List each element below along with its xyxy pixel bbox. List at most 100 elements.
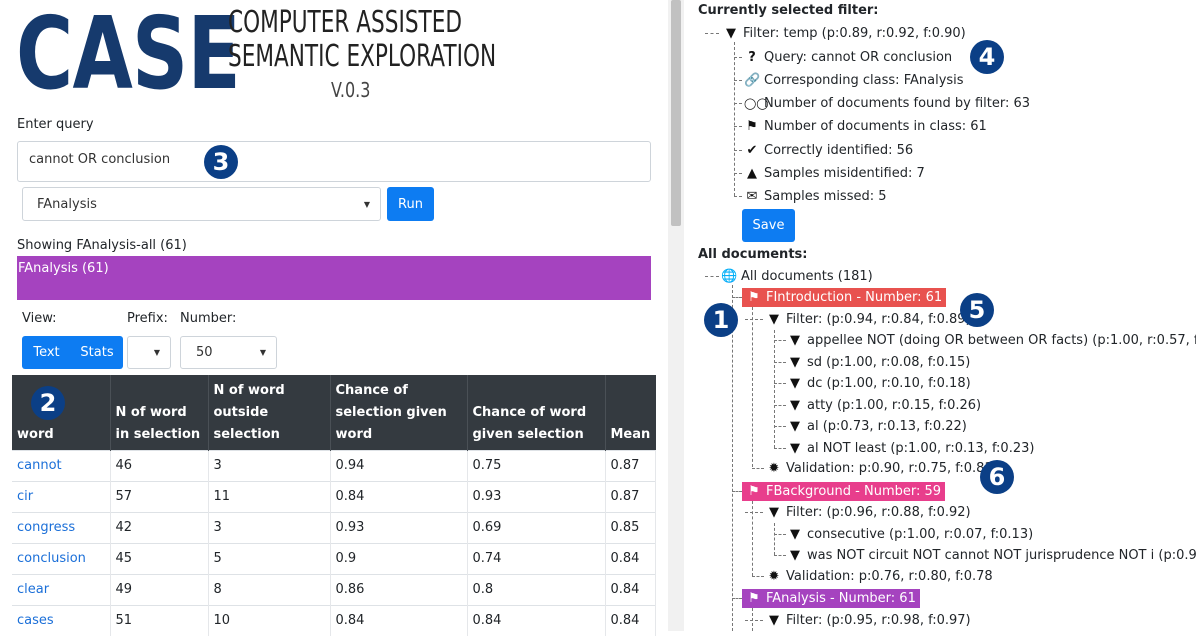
cell-chance-selection: 0.94 [330, 449, 468, 481]
version-label: V.0.3 [331, 78, 371, 102]
marker-4: 4 [970, 40, 1004, 74]
class-tag-label: FAnalysis - Number: 61 [766, 590, 916, 606]
selected-filter-label: Filter: temp (p:0.89, r:0.92, f:0.90) [743, 25, 966, 41]
subfilter-node[interactable]: ▼ appellee NOT (doing OR between OR fact… [787, 330, 1196, 350]
filter-icon: ▼ [769, 612, 779, 628]
cell-chance-word: 0.84 [467, 604, 606, 636]
cell-n-out: 8 [208, 573, 331, 605]
number-select[interactable]: 50 ▼ [180, 336, 277, 369]
subfilter-label: was NOT circuit NOT cannot NOT jurisprud… [807, 547, 1196, 563]
check-circle-icon: ✔ [746, 142, 758, 158]
globe-icon: 🌐 [721, 268, 738, 284]
class-tag-fanalysis[interactable]: ⚑ FAnalysis - Number: 61 [742, 588, 920, 608]
cell-n-out: 3 [208, 449, 331, 481]
marker-5: 5 [960, 293, 994, 327]
table-row: conclusion 45 5 0.9 0.74 0.84 [12, 542, 656, 574]
flag-icon: ⚑ [746, 118, 758, 134]
word-link[interactable]: clear [17, 582, 50, 597]
cell-mean: 0.84 [605, 604, 656, 636]
word-link[interactable]: cases [17, 613, 54, 629]
tree-item: ◯◯ Number of documents found by filter: … [744, 93, 1030, 113]
class-node-fintroduction[interactable]: ⚑ FIntroduction - Number: 61 [742, 287, 947, 307]
class-filter-node[interactable]: ▼ Filter: (p:0.94, r:0.84, f:0.89) [766, 309, 971, 329]
number-select-value: 50 [196, 345, 213, 360]
marker-1: 1 [704, 303, 738, 337]
text-view-button[interactable]: Text [22, 336, 71, 369]
word-stats-table: word N of word in selection N of word ou… [12, 375, 656, 636]
save-button[interactable]: Save [742, 209, 795, 242]
missed-info: Samples missed: 5 [764, 188, 887, 204]
prefix-select[interactable]: ▼ [127, 336, 171, 369]
column-header-chance-word[interactable]: Chance of word given selection [467, 375, 606, 450]
class-filter-label: Filter: (p:0.95, r:0.98, f:0.97) [786, 612, 971, 628]
table-row: cir 57 11 0.84 0.93 0.87 [12, 480, 656, 512]
stats-view-button[interactable]: Stats [71, 336, 123, 369]
subfilter-node[interactable]: ▼ atty (p:1.00, r:0.15, f:0.26) [787, 395, 981, 415]
cell-n-out: 5 [208, 542, 331, 574]
misidentified-info: Samples misidentified: 7 [764, 165, 925, 181]
column-header-n-out[interactable]: N of word outside selection [208, 375, 331, 450]
subfilter-label: appellee NOT (doing OR between OR facts)… [807, 332, 1196, 348]
subfilter-node[interactable]: ▼ dc (p:1.00, r:0.10, f:0.18) [787, 373, 971, 393]
filter-icon: ▼ [790, 375, 800, 391]
all-documents-node[interactable]: 🌐 All documents (181) [721, 266, 873, 286]
cell-chance-selection: 0.86 [330, 573, 468, 605]
caret-down-icon: ▼ [259, 348, 266, 357]
column-header-n-in[interactable]: N of word in selection [110, 375, 209, 450]
class-node-fbackground[interactable]: ⚑ FBackground - Number: 59 [742, 481, 946, 501]
found-info: Number of documents found by filter: 63 [764, 95, 1031, 111]
selected-filter-node[interactable]: ▼ Filter: temp (p:0.89, r:0.92, f:0.90) [723, 23, 966, 43]
word-link[interactable]: cannot [17, 458, 62, 473]
word-link[interactable]: conclusion [17, 551, 86, 566]
cell-chance-word: 0.75 [467, 449, 606, 481]
class-tag-fbackground[interactable]: ⚑ FBackground - Number: 59 [742, 481, 946, 501]
view-label: View: [22, 311, 57, 326]
filter-icon: ▼ [769, 504, 779, 520]
word-link[interactable]: congress [17, 520, 76, 535]
query-input[interactable]: cannot OR conclusion [17, 141, 651, 182]
subfilter-node[interactable]: ▼ al (p:0.73, r:0.13, f:0.22) [787, 416, 967, 436]
warning-icon: ▲ [747, 165, 757, 181]
class-filter-node[interactable]: ▼ Filter: (p:0.96, r:0.88, f:0.92) [766, 502, 971, 522]
filter-icon: ▼ [790, 397, 800, 413]
badge-icon: ✹ [768, 568, 780, 584]
subfilter-node[interactable]: ▼ was NOT circuit NOT cannot NOT jurispr… [787, 545, 1196, 565]
subfilter-node[interactable]: ▼ al NOT least (p:1.00, r:0.13, f:0.23) [787, 438, 1034, 458]
run-button[interactable]: Run [387, 187, 434, 221]
validation-node[interactable]: ✹ Validation: p:0.90, r:0.75, f:0.81 [766, 458, 993, 478]
caret-down-icon: ▼ [363, 199, 370, 209]
class-banner[interactable]: FAnalysis (61) [17, 256, 651, 300]
link-icon: 🔗 [744, 72, 761, 88]
subfilter-node[interactable]: ▼ consecutive (p:1.00, r:0.07, f:0.13) [787, 524, 1033, 544]
column-header-mean[interactable]: Mean [605, 375, 656, 450]
subfilter-node[interactable]: ▼ sd (p:1.00, r:0.08, f:0.15) [787, 352, 970, 372]
class-filter-label: Filter: (p:0.94, r:0.84, f:0.89) [786, 311, 971, 327]
validation-node[interactable]: ✹ Validation: p:0.76, r:0.80, f:0.78 [766, 566, 993, 586]
column-header-word[interactable]: word [12, 375, 111, 450]
showing-label: Showing FAnalysis-all (61) [17, 238, 187, 253]
cell-n-in: 45 [110, 542, 209, 574]
cell-n-in: 49 [110, 573, 209, 605]
subfilter-label: sd (p:1.00, r:0.08, f:0.15) [807, 354, 971, 370]
correct-info: Correctly identified: 56 [764, 142, 914, 158]
cell-n-in: 42 [110, 511, 209, 543]
scrollbar-thumb[interactable] [671, 0, 681, 226]
class-filter-node[interactable]: ▼ Filter: (p:0.95, r:0.98, f:0.97) [766, 610, 971, 630]
validation-label: Validation: p:0.76, r:0.80, f:0.78 [786, 568, 993, 584]
word-link[interactable]: cir [17, 489, 34, 504]
column-header-chance-selection[interactable]: Chance of selection given word [330, 375, 468, 450]
cell-mean: 0.87 [605, 480, 656, 512]
class-count-info: Number of documents in class: 61 [764, 118, 987, 134]
selected-filter-title: Currently selected filter: [698, 3, 879, 18]
filter-icon: ▼ [790, 332, 800, 348]
table-row: clear 49 8 0.86 0.8 0.84 [12, 573, 656, 605]
badge-icon: ✹ [768, 460, 780, 476]
cell-n-in: 57 [110, 480, 209, 512]
class-tag-fintroduction[interactable]: ⚑ FIntroduction - Number: 61 [742, 287, 947, 307]
class-select[interactable]: FAnalysis ▼ [22, 187, 381, 221]
cell-mean: 0.85 [605, 511, 656, 543]
table-row: congress 42 3 0.93 0.69 0.85 [12, 511, 656, 543]
cell-chance-selection: 0.84 [330, 604, 468, 636]
class-node-fanalysis[interactable]: ⚑ FAnalysis - Number: 61 [742, 588, 920, 608]
class-tag-label: FIntroduction - Number: 61 [766, 289, 943, 305]
